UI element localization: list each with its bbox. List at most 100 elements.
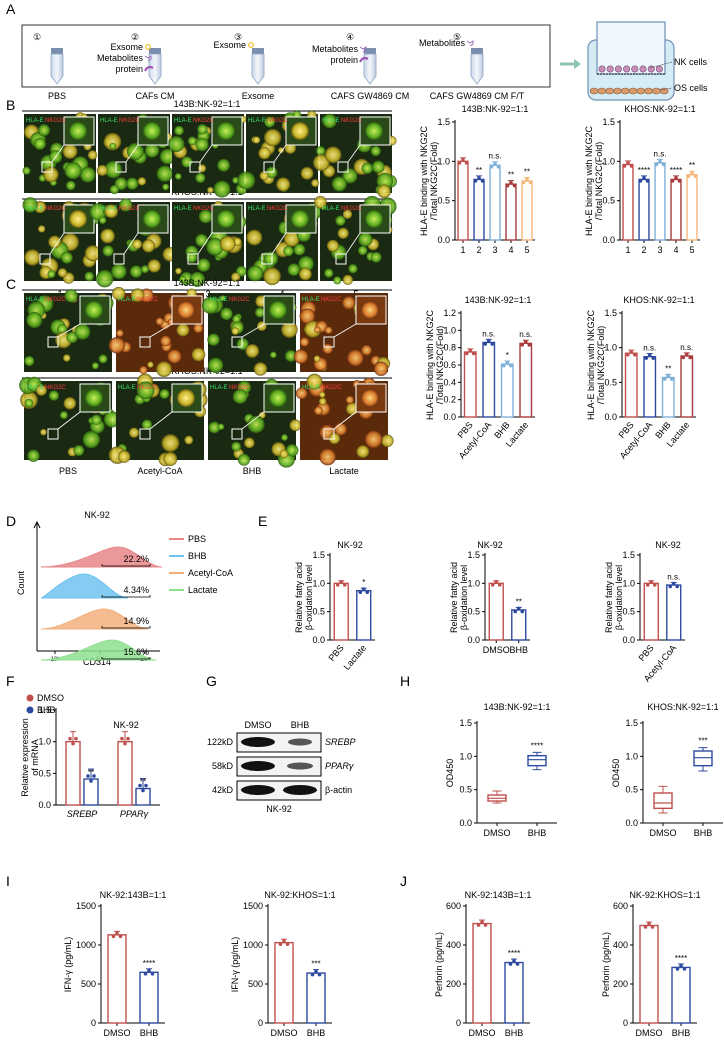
cell — [102, 245, 114, 257]
bar — [624, 352, 638, 418]
cell — [147, 259, 161, 273]
panel-letter-d: D — [6, 513, 16, 529]
cell — [162, 183, 170, 191]
bar — [500, 363, 514, 418]
histogram-curve — [40, 546, 163, 568]
cell — [73, 445, 85, 456]
cell — [174, 125, 184, 136]
data-point — [509, 180, 513, 185]
bar — [107, 934, 127, 1024]
stain-label-red: NKG2C — [193, 118, 214, 124]
zoom-box — [335, 253, 347, 265]
chart-title: KHOS:NK-92=1:1 — [624, 104, 695, 114]
y-tick-label: 0.5 — [459, 785, 472, 795]
cell — [198, 209, 213, 224]
data-point — [494, 580, 499, 584]
y-tick-label: 500 — [248, 979, 263, 989]
data-point — [649, 580, 654, 584]
data-point — [282, 939, 286, 943]
cell — [337, 227, 349, 239]
zoom-line — [347, 144, 361, 163]
blot-kd-label: 42kD — [212, 785, 234, 795]
bar — [333, 582, 349, 641]
y-tick-label: 0.0 — [467, 635, 480, 645]
cell — [176, 323, 190, 337]
stain-label-green: HLA-E — [26, 206, 44, 212]
nk-cell — [655, 65, 663, 73]
cell — [348, 264, 358, 274]
significance-label: n.s. — [519, 330, 532, 339]
bar — [622, 163, 634, 241]
cell — [35, 384, 47, 396]
panel-letter-b: B — [6, 97, 15, 113]
cell — [128, 427, 140, 438]
data-point — [528, 180, 533, 185]
cell — [281, 321, 298, 338]
data-point — [520, 343, 525, 347]
significance-label: ** — [508, 171, 514, 180]
cell — [59, 411, 68, 420]
blot-kd-label: 58kD — [212, 761, 234, 771]
significance-label: **** — [508, 949, 520, 958]
gate-bracket — [101, 626, 151, 629]
data-point — [677, 179, 682, 183]
cell — [279, 449, 289, 459]
cell — [24, 355, 35, 367]
cell — [276, 177, 291, 192]
cell — [156, 361, 172, 378]
cell — [285, 444, 299, 457]
chart-f: NK-92 0.0 0.5 1.0 1.5 Relative expressionof m… — [20, 693, 160, 819]
data-point — [674, 176, 678, 180]
bar — [472, 922, 492, 1024]
cell — [109, 184, 120, 195]
y-tick-label: 1.2 — [443, 308, 456, 318]
zoom-line — [51, 144, 65, 163]
data-point — [361, 587, 366, 591]
data-point — [647, 353, 652, 357]
content-label: Metabolites — [312, 44, 359, 54]
data-point — [147, 969, 151, 973]
x-tick-label: DMSO — [483, 645, 510, 655]
y-tick-label: 200 — [613, 979, 628, 989]
cell — [66, 180, 76, 191]
zoom-cell — [361, 389, 379, 407]
data-point — [643, 925, 648, 929]
cell — [347, 349, 364, 367]
cell — [217, 158, 231, 172]
cell — [197, 124, 208, 135]
zoom-box — [139, 336, 151, 348]
stain-label-red: NKG2C — [193, 206, 214, 212]
cell — [381, 434, 394, 448]
cell — [201, 296, 219, 314]
bar — [463, 351, 477, 418]
tube-label: CAFs CM — [136, 91, 175, 101]
bar — [639, 924, 659, 1024]
data-point — [150, 972, 155, 976]
cell — [141, 239, 156, 253]
y-axis-label: HLA-E binding with NKG2C/Total NKG2C(Fol… — [584, 125, 604, 236]
significance-label: ** — [524, 167, 530, 176]
data-point — [126, 736, 130, 741]
transwell-diagram: NK cells OS cells — [560, 21, 708, 101]
cell — [117, 450, 131, 463]
data-point — [682, 967, 687, 971]
significance-label: * — [362, 578, 365, 587]
cell — [213, 180, 231, 198]
data-point — [461, 158, 465, 162]
cell — [206, 237, 224, 256]
blot-kd-label: 122kD — [207, 737, 234, 747]
y-axis-label: Relative fatty acidβ-oxidation level — [604, 562, 624, 633]
zoom-cell — [143, 210, 161, 228]
cell — [141, 265, 150, 274]
data-point — [68, 736, 72, 741]
y-axis-label: HLA-E binding with NKG2C/Total NKG2C(Fol… — [419, 125, 439, 236]
cell — [370, 251, 382, 263]
cell — [160, 335, 172, 347]
y-tick-label: 1.5 — [602, 117, 615, 127]
y-tick-label: 0 — [258, 1018, 263, 1028]
y-tick-label: 1.0 — [437, 156, 450, 166]
tube-number: ① — [33, 32, 41, 42]
data-point — [629, 164, 634, 168]
os-cell — [597, 87, 607, 95]
